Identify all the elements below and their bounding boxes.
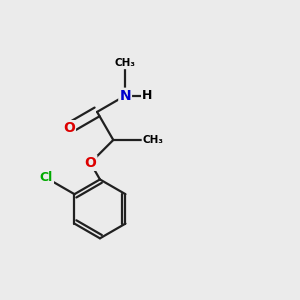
- Text: O: O: [63, 121, 75, 135]
- Text: H: H: [142, 89, 152, 102]
- Text: CH₃: CH₃: [142, 135, 164, 145]
- Text: Cl: Cl: [40, 172, 53, 184]
- Text: N: N: [119, 89, 131, 103]
- Text: CH₃: CH₃: [115, 58, 136, 68]
- Text: O: O: [84, 156, 96, 170]
